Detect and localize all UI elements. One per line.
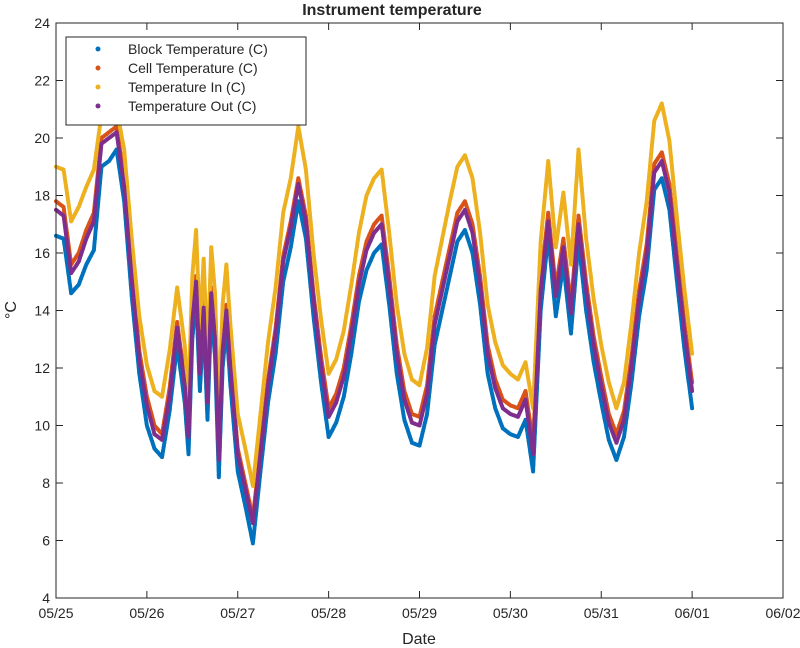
series-layer [54,101,695,546]
chart-title: Instrument temperature [302,2,482,19]
data-point [690,406,695,411]
